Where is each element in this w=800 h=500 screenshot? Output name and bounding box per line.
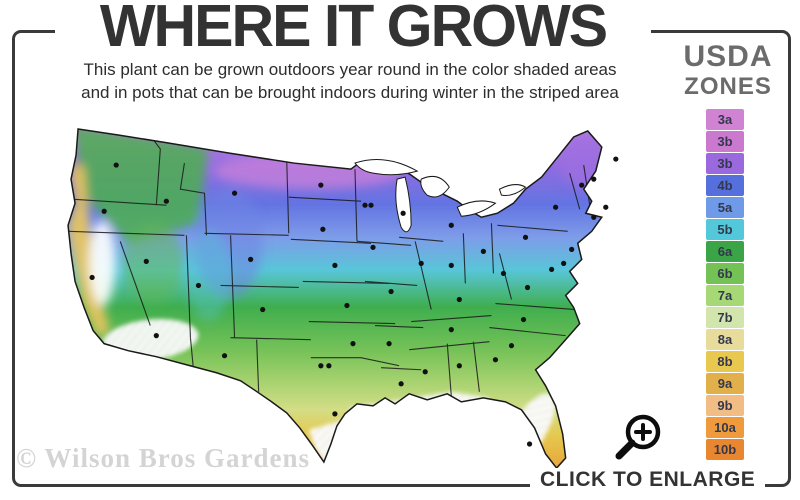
watermark: © Wilson Bros Gardens (16, 443, 310, 473)
legend-swatch-4b: 4b (706, 175, 744, 196)
usda-label: USDA (683, 40, 773, 73)
subtitle-line-1: This plant can be grown outdoors year ro… (83, 60, 617, 79)
legend-swatch-6a: 6a (706, 241, 744, 262)
page-title: WHERE IT GROWS (55, 0, 651, 56)
maine-purple-region (559, 132, 602, 190)
great-basin-green-region (123, 223, 184, 304)
great-lakes (354, 158, 527, 233)
legend-swatch-3a: 3a (706, 109, 744, 130)
legend-swatch-3b: 3b (706, 131, 744, 152)
pacific-northwest-green-region (73, 128, 209, 244)
click-to-enlarge-label[interactable]: CLICK TO ENLARGE (530, 468, 766, 492)
subtitle-line-2: and in pots that can be brought indoors … (81, 82, 619, 102)
legend-swatch-9a: 9a (706, 373, 744, 394)
legend-swatch-10b: 10b (706, 439, 744, 460)
legend-swatch-10a: 10a (706, 417, 744, 438)
state-marker-dots (89, 156, 619, 447)
legend-swatch-7b: 7b (706, 307, 744, 328)
sierra-white-region (89, 221, 116, 306)
zones-label: ZONES (684, 73, 772, 100)
legend-swatch-7a: 7a (706, 285, 744, 306)
zoom-in-magnifier-icon[interactable] (610, 408, 668, 466)
legend-swatch-5a: 5a (706, 197, 744, 218)
usda-zone-map (67, 128, 619, 470)
zone-legend: 3a 3b 3b 4b 5a 5b 6a 6b 7a 7b 8a 8b 9a 9… (706, 109, 744, 461)
legend-swatch-8a: 8a (706, 329, 744, 350)
legend-swatch-8b: 8b (706, 351, 744, 372)
rockies-teal-region (186, 230, 231, 321)
state-boundaries (68, 140, 591, 396)
legend-swatch-6b: 6b (706, 263, 744, 284)
subtitle: This plant can be grown outdoors year ro… (30, 59, 670, 105)
usda-zones-heading: USDA ZONES (672, 42, 784, 99)
legend-swatch-3b-2: 3b (706, 153, 744, 174)
legend-swatch-5b: 5b (706, 219, 744, 240)
legend-swatch-9b: 9b (706, 395, 744, 416)
